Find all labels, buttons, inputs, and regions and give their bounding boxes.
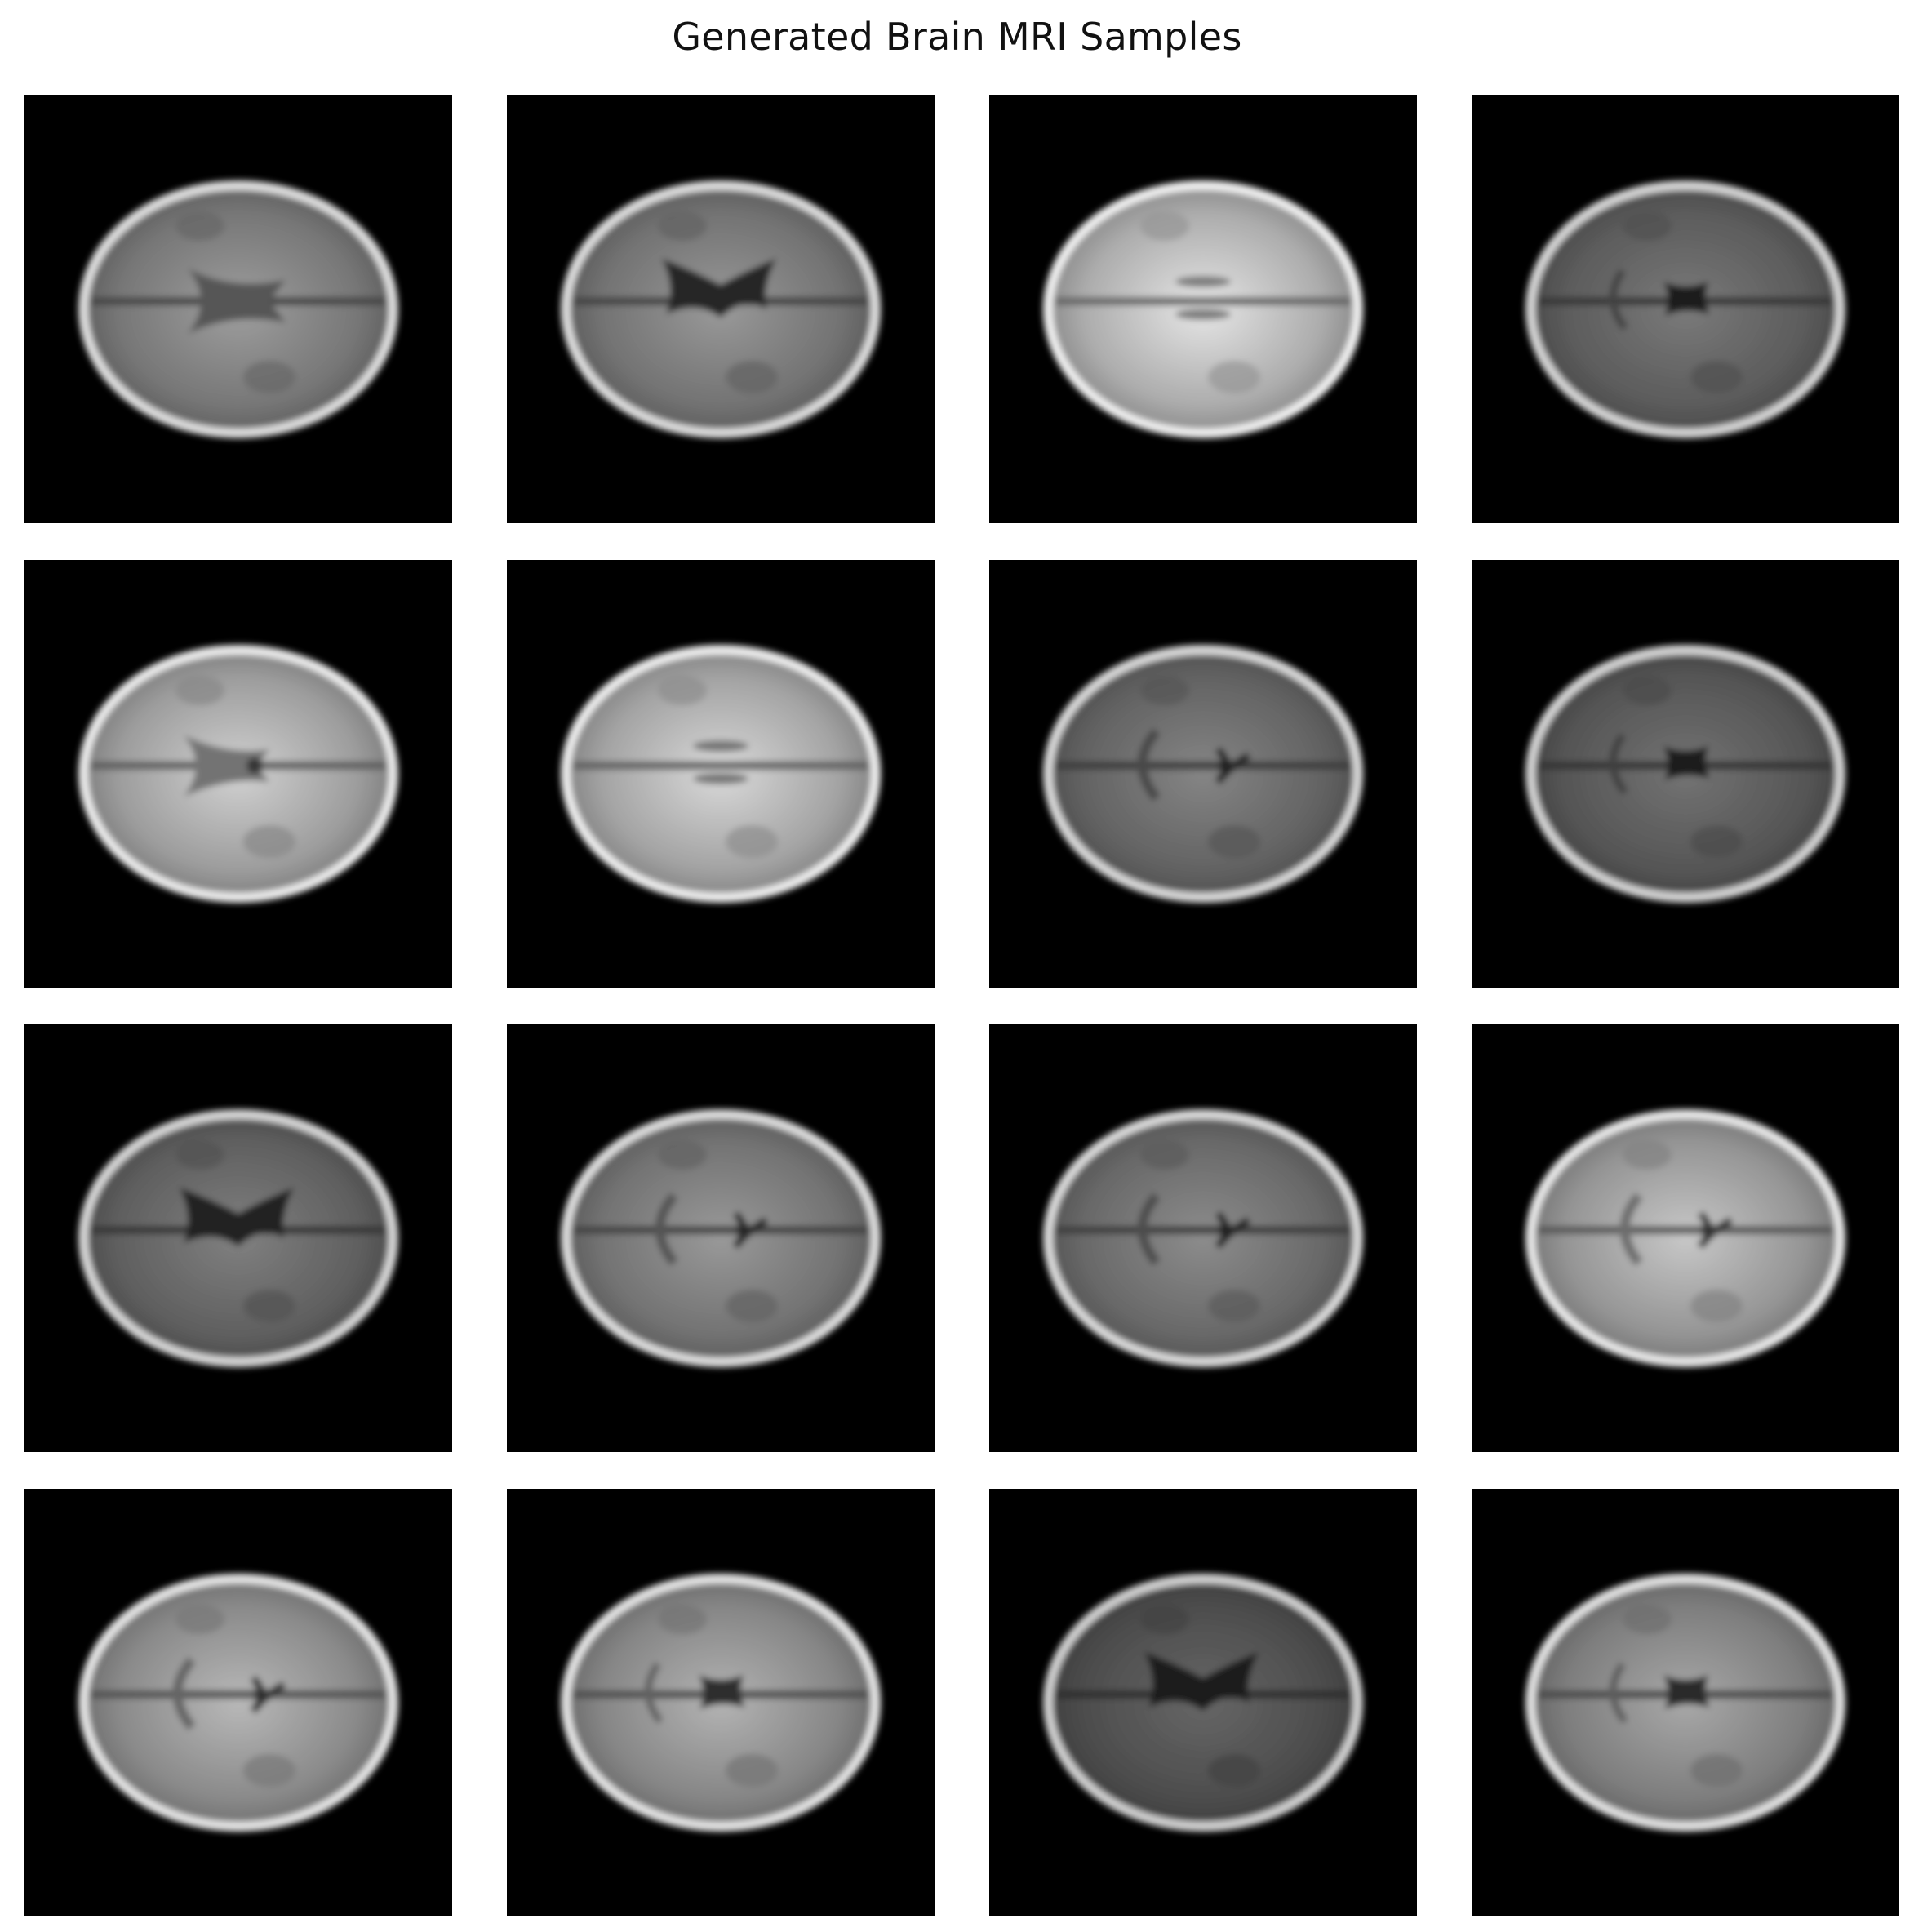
mri-sample-10 (507, 1024, 935, 1452)
figure-title: Generated Brain MRI Samples (672, 15, 1242, 59)
mri-sample-15 (989, 1489, 1417, 1916)
mri-sample-12 (1472, 1024, 1899, 1452)
mri-sample-5 (24, 560, 452, 988)
mri-sample-13 (24, 1489, 452, 1916)
mri-sample-16 (1472, 1489, 1899, 1916)
mri-sample-9 (24, 1024, 452, 1452)
mri-sample-2 (507, 95, 935, 523)
mri-sample-11 (989, 1024, 1417, 1452)
mri-sample-1 (24, 95, 452, 523)
mri-sample-4 (1472, 95, 1899, 523)
mri-sample-8 (1472, 560, 1899, 988)
mri-sample-3 (989, 95, 1417, 523)
mri-sample-14 (507, 1489, 935, 1916)
mri-sample-6 (507, 560, 935, 988)
mri-sample-7 (989, 560, 1417, 988)
